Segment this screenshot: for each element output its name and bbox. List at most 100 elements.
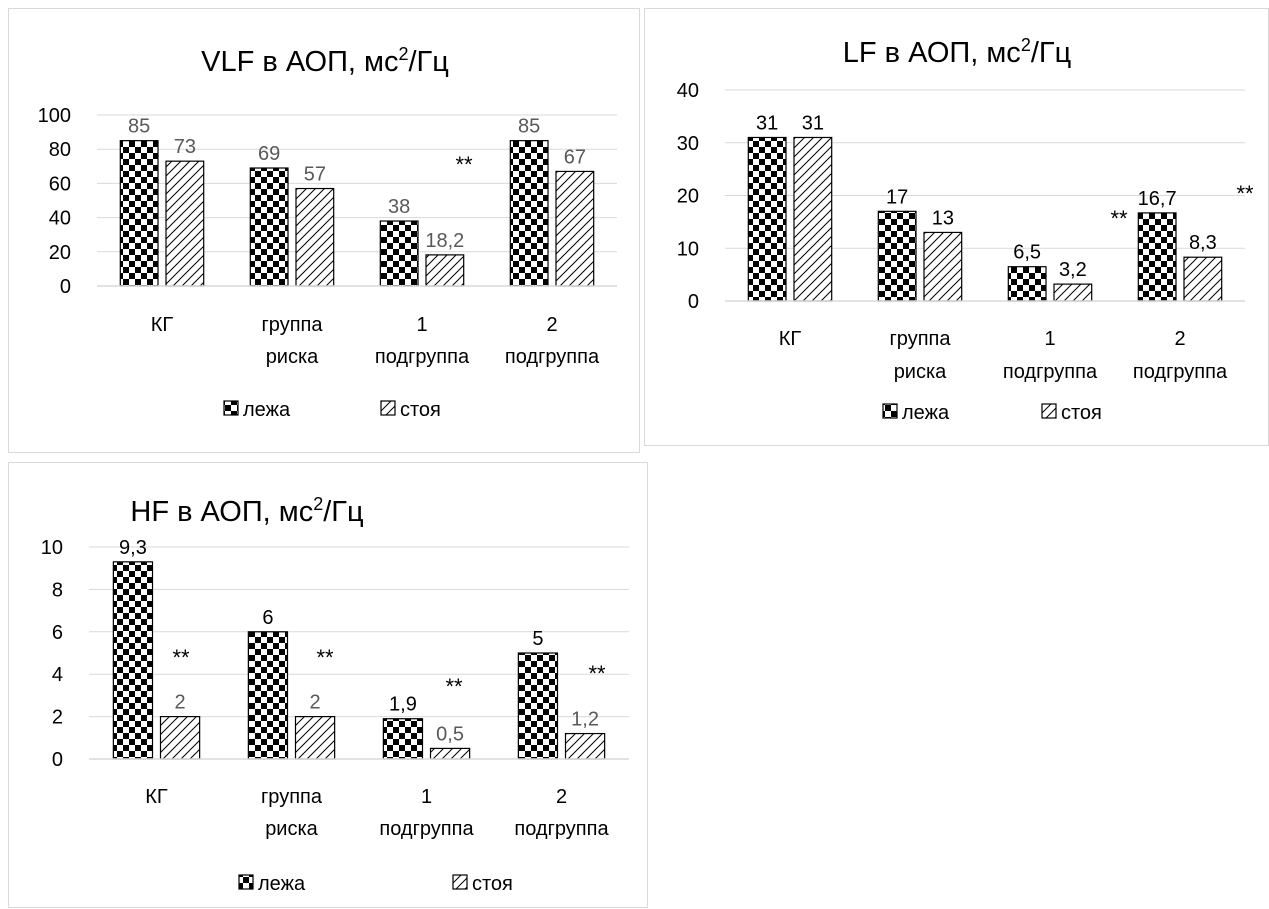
lf-data-label: 31 (802, 112, 824, 134)
hf-bar-lying (518, 653, 557, 759)
hf-data-label: 2 (310, 692, 321, 714)
lf-category-label: риска (894, 361, 947, 383)
hf-category-label: КГ (145, 786, 168, 808)
vlf-bar-lying (380, 221, 418, 286)
lf-category-label: подгруппа (1133, 361, 1228, 383)
vlf-y-tick-label: 80 (49, 139, 71, 161)
lf-significance-mark: ** (1110, 206, 1128, 231)
hf-data-label: 0,5 (436, 723, 464, 745)
hf-significance-mark: ** (316, 645, 334, 670)
vlf-significance-mark: ** (455, 152, 473, 177)
hf-legend-label-standing: стоя (472, 873, 513, 895)
hf-y-tick-label: 4 (52, 664, 63, 686)
lf-legend-swatch-lying (883, 404, 897, 418)
lf-bar-lying (1008, 267, 1046, 301)
vlf-data-label: 38 (388, 196, 410, 218)
vlf-chart-title: VLF в АОП, мс2/Гц (201, 44, 449, 78)
lf-bar-standing (1054, 284, 1092, 301)
hf-data-label: 9,3 (119, 537, 147, 559)
lf-y-tick-label: 0 (688, 291, 699, 313)
vlf-bar-lying (250, 168, 288, 286)
hf-category-label: 2 (556, 786, 567, 808)
hf-category-label: подгруппа (514, 818, 609, 840)
vlf-y-tick-label: 60 (49, 173, 71, 195)
lf-y-tick-label: 30 (677, 133, 699, 155)
hf-bar-lying (113, 562, 152, 759)
vlf-category-label: подгруппа (375, 346, 470, 368)
hf-data-label: 2 (175, 692, 186, 714)
vlf-bar-standing (296, 189, 334, 286)
lf-chart-title: LF в АОП, мс2/Гц (843, 35, 1071, 69)
vlf-data-label: 69 (258, 143, 280, 165)
vlf-y-tick-label: 20 (49, 242, 71, 264)
hf-category-label: подгруппа (379, 818, 474, 840)
vlf-chart-panel: VLF в АОП, мс2/Гц 0 20 40 60 80 100 85 73 КГ 69 57 г… (8, 8, 640, 453)
hf-y-tick-label: 2 (52, 707, 63, 729)
hf-significance-mark: ** (588, 661, 606, 686)
lf-data-label: 16,7 (1138, 188, 1177, 210)
lf-data-label: 6,5 (1013, 242, 1041, 264)
lf-y-tick-label: 20 (677, 186, 699, 208)
hf-y-tick-label: 6 (52, 622, 63, 644)
lf-bar-lying (1138, 213, 1176, 301)
hf-bar-standing (431, 748, 470, 759)
hf-chart-title: HF в АОП, мс2/Гц (130, 494, 363, 528)
hf-bar-standing (161, 717, 200, 759)
vlf-bar-standing (166, 161, 204, 286)
lf-category-label: КГ (779, 328, 802, 350)
lf-chart-panel: LF в АОП, мс2/Гц 0 10 20 30 40 31 31 КГ 17 13 групп… (644, 8, 1269, 446)
hf-data-label: 1,2 (571, 709, 599, 731)
vlf-bar-lying (120, 141, 158, 286)
hf-significance-mark: ** (172, 645, 190, 670)
hf-bar-standing (566, 734, 605, 759)
vlf-data-label: 57 (304, 164, 326, 186)
lf-legend-swatch-standing (1042, 404, 1056, 418)
hf-chart: HF в АОП, мс2/Гц 0 2 4 6 8 10 9,3 2 КГ 6 2 группа рис… (9, 463, 649, 909)
lf-bar-standing (794, 137, 832, 301)
hf-legend-swatch-lying (239, 875, 253, 889)
hf-y-tick-label: 8 (52, 579, 63, 601)
vlf-data-label: 85 (518, 116, 540, 138)
lf-chart: LF в АОП, мс2/Гц 0 10 20 30 40 31 31 КГ 17 13 групп… (645, 9, 1269, 447)
lf-category-label: подгруппа (1003, 361, 1098, 383)
lf-bar-standing (1184, 257, 1222, 301)
lf-category-label: 1 (1044, 328, 1055, 350)
hf-category-label: группа (261, 786, 323, 808)
lf-bar-lying (878, 211, 916, 301)
vlf-chart: VLF в АОП, мс2/Гц 0 20 40 60 80 100 85 73 КГ 69 57 г… (9, 9, 641, 454)
lf-data-label: 8,3 (1189, 232, 1217, 254)
vlf-data-label: 85 (128, 116, 150, 138)
vlf-bar-standing (556, 171, 594, 286)
hf-y-tick-label: 10 (41, 537, 63, 559)
hf-bar-standing (296, 717, 335, 759)
lf-significance-mark: ** (1236, 181, 1254, 206)
vlf-y-tick-label: 0 (60, 276, 71, 298)
lf-data-label: 17 (886, 186, 908, 208)
lf-y-tick-label: 10 (677, 238, 699, 260)
lf-y-tick-label: 40 (677, 80, 699, 102)
lf-bar-lying (748, 137, 786, 301)
hf-data-label: 5 (532, 628, 543, 650)
lf-legend-label-lying: лежа (902, 402, 950, 424)
lf-category-label: 2 (1174, 328, 1185, 350)
vlf-legend-swatch-standing (381, 401, 395, 415)
vlf-category-label: 1 (416, 314, 427, 336)
lf-legend-label-standing: стоя (1061, 402, 1102, 424)
vlf-category-label: КГ (151, 314, 174, 336)
vlf-bar-lying (510, 141, 548, 286)
vlf-category-label: группа (262, 314, 324, 336)
hf-significance-mark: ** (445, 674, 463, 699)
hf-legend-swatch-standing (453, 875, 467, 889)
vlf-bar-standing (426, 255, 464, 286)
vlf-y-tick-label: 40 (49, 208, 71, 230)
vlf-legend-swatch-lying (224, 401, 238, 415)
lf-data-label: 31 (756, 112, 778, 134)
vlf-category-label: 2 (546, 314, 557, 336)
vlf-data-label: 67 (564, 146, 586, 168)
vlf-legend-label-standing: стоя (400, 399, 441, 421)
hf-bar-lying (383, 719, 422, 759)
vlf-data-label: 18,2 (425, 230, 464, 252)
lf-bar-standing (924, 232, 962, 301)
vlf-category-label: риска (266, 346, 319, 368)
vlf-y-tick-label: 100 (38, 105, 71, 127)
